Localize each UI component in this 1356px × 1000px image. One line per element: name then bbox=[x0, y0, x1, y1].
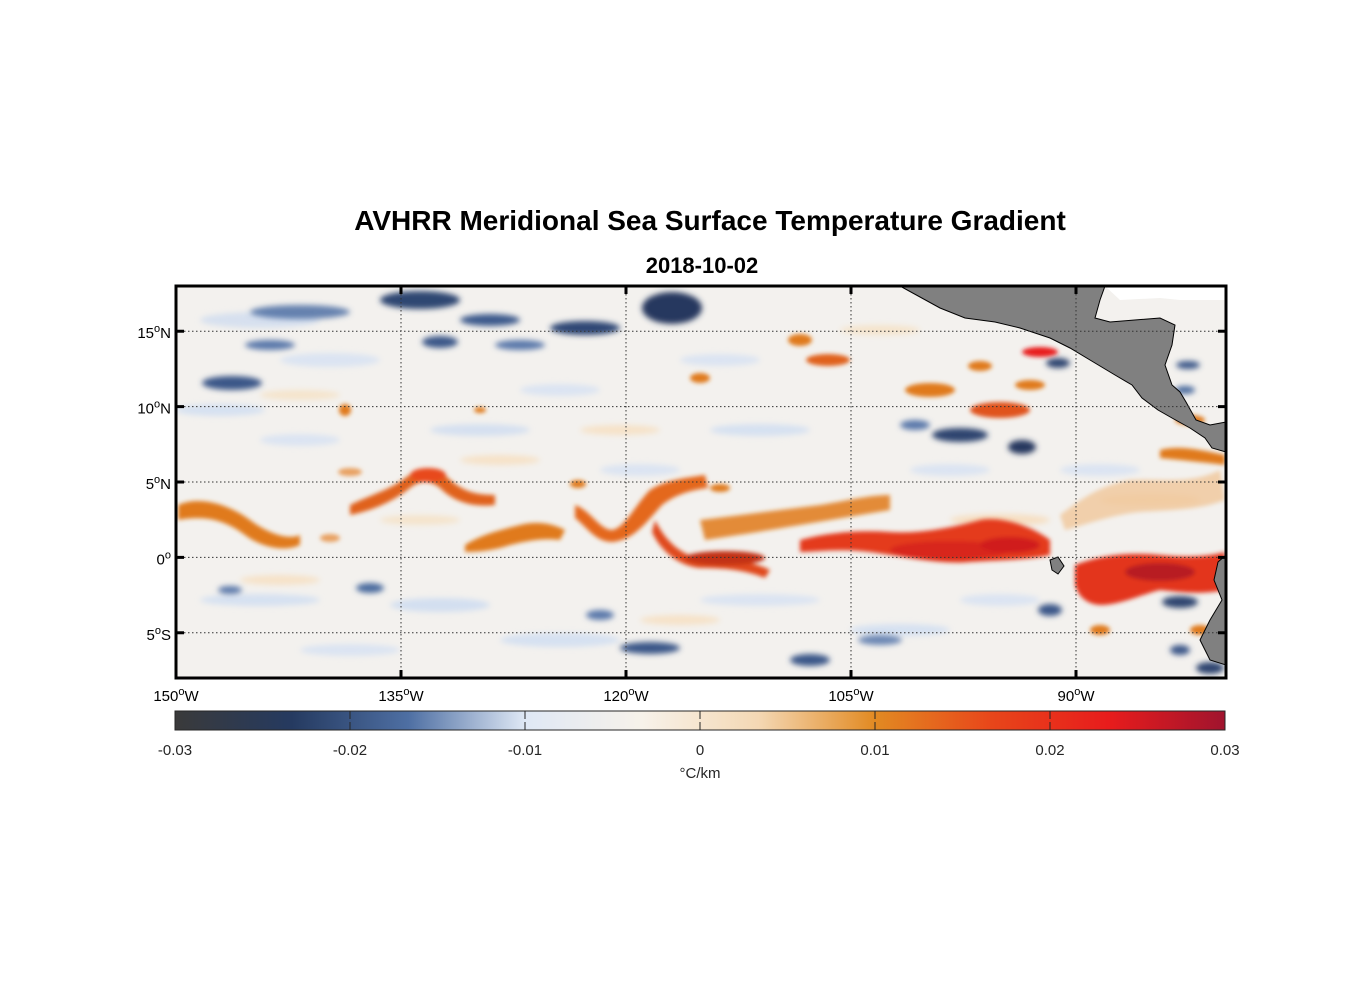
colorbar-tick-label: -0.01 bbox=[508, 742, 542, 759]
lon-tick-label: 150oW bbox=[153, 686, 199, 705]
central-america-land bbox=[899, 286, 1226, 453]
colorbar-tick-label: 0 bbox=[696, 742, 704, 759]
lon-tick-label: 135oW bbox=[378, 686, 424, 705]
lat-tick-label: 10oN bbox=[137, 399, 171, 418]
longitude-ticks: 150oW 135oW 120oW 105oW 90oW bbox=[153, 286, 1095, 705]
south-america-land bbox=[1199, 554, 1226, 666]
chart-title: AVHRR Meridional Sea Surface Temperature… bbox=[354, 205, 1066, 236]
colorbar-tick-label: 0.01 bbox=[860, 742, 889, 759]
latitude-ticks: 15oN 10oN 5oN 0o 5oS bbox=[137, 323, 1226, 644]
lat-tick-label: 15oN bbox=[137, 323, 171, 342]
field-texture bbox=[176, 312, 1200, 656]
map-gridlines bbox=[176, 286, 1226, 678]
lon-tick-label: 120oW bbox=[603, 686, 649, 705]
lon-tick-label: 90oW bbox=[1058, 686, 1096, 705]
lon-tick-label: 105oW bbox=[828, 686, 874, 705]
lat-tick-label: 0o bbox=[157, 549, 171, 568]
positive-gradient-features bbox=[178, 334, 1225, 635]
colorbar-tick-label: 0.03 bbox=[1210, 742, 1239, 759]
colorbar-ticks: -0.03 -0.02 -0.01 0 0.01 0.02 0.03 bbox=[158, 711, 1240, 759]
land-masses bbox=[899, 286, 1226, 666]
caribbean-sea-area bbox=[1105, 286, 1226, 300]
lat-tick-label: 5oS bbox=[147, 625, 171, 644]
colorbar-tick-label: -0.02 bbox=[333, 742, 367, 759]
colorbar-tick-label: -0.03 bbox=[158, 742, 192, 759]
negative-gradient-features bbox=[202, 291, 1224, 674]
lat-tick-label: 5oN bbox=[146, 474, 171, 493]
colorbar-unit-label: °C/km bbox=[680, 765, 721, 782]
colorbar-tick-label: 0.02 bbox=[1035, 742, 1064, 759]
sst-gradient-field bbox=[176, 286, 1226, 678]
chart-subtitle: 2018-10-02 bbox=[645, 253, 759, 278]
